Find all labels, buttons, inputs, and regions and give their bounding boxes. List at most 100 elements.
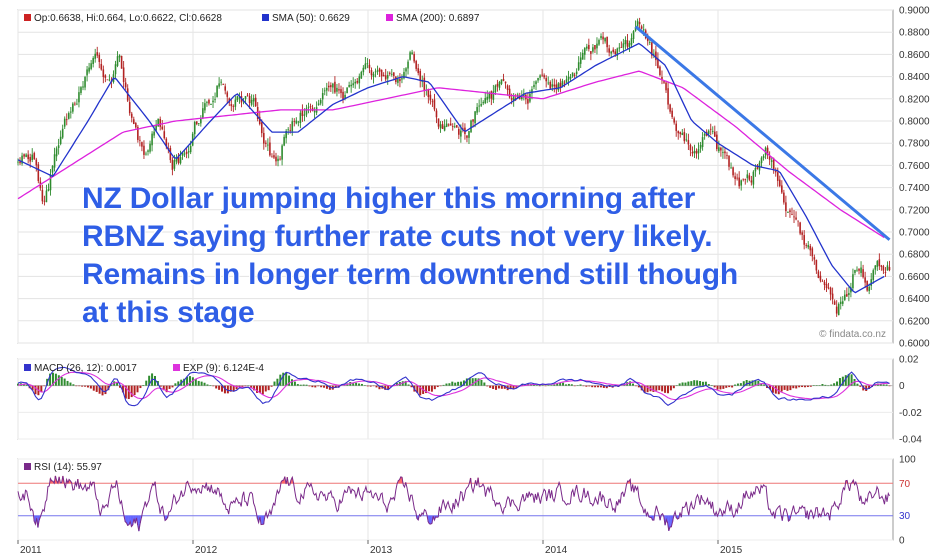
candle-body — [332, 83, 334, 88]
candle-body — [482, 102, 485, 104]
macd-histogram-bar — [661, 385, 664, 392]
candle-body — [29, 157, 31, 162]
candle-body — [200, 118, 202, 124]
macd-histogram-bar — [632, 383, 635, 386]
candle-body — [833, 301, 836, 305]
macd-histogram-bar — [850, 374, 853, 386]
candle-body — [271, 156, 273, 158]
macd-histogram-bar — [75, 385, 78, 387]
macd-histogram-bar — [728, 385, 731, 388]
candle-body — [586, 46, 588, 49]
legend-rsi-swatch — [24, 463, 31, 470]
candle-body — [819, 275, 822, 281]
macd-histogram-bar — [509, 385, 512, 390]
macd-histogram-bar — [707, 384, 710, 386]
macd-histogram-bar — [480, 379, 483, 386]
macd-histogram-bar — [763, 384, 766, 386]
candle-body — [553, 84, 556, 87]
macd-histogram-bar — [209, 385, 212, 386]
candle-body — [559, 82, 562, 88]
macd-histogram-bar — [165, 385, 168, 393]
macd-histogram-bar — [153, 375, 156, 386]
candle-body — [862, 269, 864, 278]
candle-body — [555, 84, 558, 90]
macd-histogram-bar — [760, 383, 763, 386]
candle-body — [279, 158, 281, 160]
macd-histogram-bar — [736, 383, 739, 386]
candle-body — [537, 77, 539, 81]
macd-histogram-bar — [477, 378, 480, 386]
candle-body — [198, 123, 200, 124]
candle-body — [793, 216, 795, 218]
candle-body — [130, 113, 133, 118]
candle-body — [33, 153, 36, 160]
macd-histogram-bar — [885, 384, 888, 386]
macd-histogram-bar — [882, 384, 885, 386]
price-y-tick: 0.8000 — [899, 117, 930, 128]
price-y-tick: 0.7800 — [899, 139, 930, 150]
candle-body — [799, 222, 801, 234]
macd-histogram-bar — [562, 382, 565, 386]
macd-histogram-bar — [320, 385, 323, 388]
macd-histogram-bar — [497, 385, 500, 389]
candle-body — [431, 101, 434, 103]
macd-histogram-bar — [419, 385, 422, 396]
candle-body — [173, 160, 176, 169]
macd-histogram-bar — [809, 385, 812, 387]
price-panel-frame — [17, 9, 894, 344]
macd-histogram-bar — [605, 385, 608, 389]
macd-histogram-bar — [827, 385, 830, 387]
candle-body — [429, 94, 432, 101]
candle-body — [441, 124, 444, 129]
candle-body — [104, 75, 107, 78]
candle-body — [470, 120, 472, 133]
candle-body — [713, 131, 716, 137]
candle-body — [575, 71, 578, 75]
candle-body — [25, 154, 27, 157]
macd-histogram-bar — [768, 385, 771, 390]
macd-histogram-bar — [282, 372, 285, 386]
candle-body — [143, 145, 145, 155]
rsi-y-tick: 30 — [899, 511, 911, 522]
macd-histogram-bar — [22, 384, 25, 386]
candle-body — [344, 94, 346, 98]
candle-body — [561, 80, 564, 87]
macd-histogram-bar — [194, 378, 197, 386]
rsi-y-tick: 0 — [899, 536, 905, 547]
macd-histogram-bar — [868, 385, 871, 389]
candle-body — [638, 22, 641, 25]
macd-histogram-bar — [229, 385, 232, 392]
candle-body — [368, 64, 371, 69]
macd-histogram-bar — [253, 385, 256, 391]
macd-histogram-bar — [818, 385, 821, 386]
candle-body — [299, 112, 302, 124]
candle-body — [726, 155, 728, 156]
macd-histogram-bar — [512, 385, 515, 390]
rsi-legend: RSI (14): 55.97 — [24, 462, 102, 473]
macd-histogram-bar — [841, 376, 844, 386]
macd-histogram-bar — [637, 385, 640, 388]
macd-histogram-bar — [821, 384, 824, 386]
candle-body — [157, 118, 159, 127]
candle-body — [490, 91, 493, 99]
macd-histogram-bar — [594, 385, 597, 388]
candle-body — [498, 81, 501, 88]
candle-body — [880, 265, 883, 267]
candle-body — [886, 265, 889, 271]
candle-body — [132, 119, 135, 124]
macd-histogram-bar — [699, 381, 702, 386]
macd-histogram-bar — [544, 385, 547, 387]
macd-histogram-bar — [675, 385, 678, 387]
candle-body — [281, 145, 283, 160]
candle-body — [419, 71, 422, 82]
macd-histogram-bar — [585, 385, 588, 387]
candle-body — [265, 142, 267, 144]
macd-histogram-bar — [235, 385, 238, 390]
macd-histogram-bar — [188, 376, 191, 386]
candle-body — [878, 259, 881, 267]
macd-histogram-bar — [223, 385, 226, 394]
candle-body — [354, 81, 357, 84]
candle-body — [403, 72, 405, 79]
macd-histogram-bar — [471, 378, 474, 386]
macd-histogram-bar — [63, 378, 66, 386]
